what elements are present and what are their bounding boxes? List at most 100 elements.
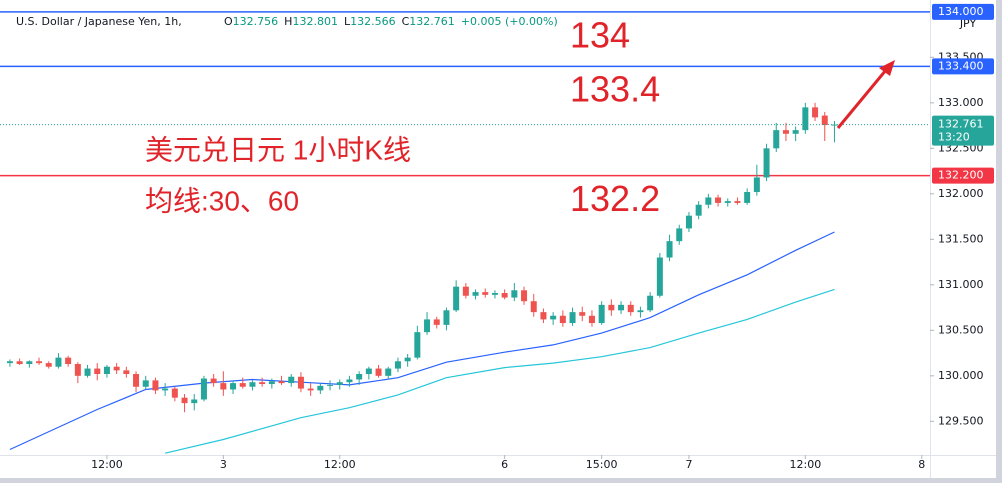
last-price-label: 132.761 — [938, 118, 984, 131]
candle-body — [462, 286, 469, 296]
ohlc-value: 132.761 — [409, 15, 455, 28]
candle-body — [142, 380, 149, 387]
countdown: 13:20 — [938, 131, 970, 144]
y-tick-label: 131.500 — [938, 232, 984, 245]
x-tick-label: 15:00 — [586, 458, 618, 471]
candle-body — [511, 290, 518, 298]
candle-body — [45, 363, 52, 367]
level-annotation: 133.4 — [570, 69, 660, 110]
candle-body — [365, 368, 372, 375]
candle-body — [482, 292, 489, 295]
annotation: 均线:30、60 — [145, 185, 299, 216]
candle-body — [200, 378, 207, 400]
ohlc-value: 132.566 — [350, 15, 396, 28]
candle-body — [414, 332, 421, 358]
candle-body — [317, 385, 324, 391]
candle-body — [773, 130, 780, 149]
x-tick-label: 12:00 — [91, 458, 123, 471]
candle-body — [656, 257, 663, 296]
level-annotation: 132.2 — [570, 178, 660, 219]
candle-body — [666, 241, 673, 258]
candle-body — [181, 397, 188, 404]
candle-body — [424, 319, 431, 333]
candle-body — [763, 148, 770, 178]
ohlc-legend: O 132.756 H 132.801 L 132.566 C 132.761 +0.005 (… — [224, 15, 558, 28]
candle-body — [210, 378, 217, 384]
level-badge-label: 134.000 — [938, 5, 984, 18]
candle-body — [598, 304, 605, 324]
candle-body — [724, 201, 731, 203]
candle-body — [472, 292, 479, 296]
ohlc-key: C — [402, 15, 410, 28]
last-price-badge — [932, 115, 994, 146]
candle-body — [491, 293, 498, 295]
candle-body — [550, 315, 557, 320]
candle-body — [782, 130, 789, 134]
candle-body — [297, 376, 304, 389]
candle-body — [404, 357, 411, 362]
ohlc-value: 132.756 — [233, 15, 279, 28]
level-annotation: 134 — [570, 15, 630, 56]
candle-body — [433, 319, 440, 325]
change: +0.005 (+0.00%) — [461, 15, 558, 28]
candle-body — [288, 376, 295, 384]
candle-body — [685, 215, 692, 229]
candle-body — [123, 370, 130, 375]
x-tick-label: 6 — [501, 458, 508, 471]
candle-body — [113, 366, 120, 371]
level-badge-label: 133.400 — [938, 59, 984, 72]
candle-body — [356, 374, 363, 380]
x-tick-label: 12:00 — [324, 458, 356, 471]
candle-body — [36, 361, 43, 364]
ohlc-key: O — [224, 15, 233, 28]
candle-body — [94, 368, 101, 375]
candle-body — [802, 107, 809, 131]
y-tick-label: 131.000 — [938, 278, 984, 291]
level-badge-label: 132.200 — [938, 169, 984, 182]
candle-body — [327, 384, 334, 386]
ohlc-key: L — [344, 15, 351, 28]
candle-body — [579, 312, 586, 316]
candle-body — [152, 380, 159, 391]
moving-average — [9, 231, 835, 451]
currency: JPY — [959, 17, 977, 30]
candle-body — [792, 130, 799, 134]
candle-body — [171, 388, 178, 398]
ohlc-key: H — [284, 15, 292, 28]
candle-body — [676, 228, 683, 242]
candle-body — [103, 366, 110, 375]
candle-body — [26, 361, 33, 364]
candle-body — [812, 107, 819, 118]
x-tick-label: 8 — [918, 458, 925, 471]
candle-body — [608, 304, 615, 311]
arrow-head — [879, 60, 895, 76]
annotation: 美元兑日元 1小时K线 — [145, 134, 411, 165]
candle-body — [336, 382, 343, 385]
candle-body — [191, 399, 198, 404]
candle-body — [133, 374, 140, 387]
candle-body — [627, 304, 634, 313]
candle-body — [375, 368, 382, 376]
candle-body — [734, 201, 741, 203]
candle-body — [162, 388, 169, 391]
candle-body — [695, 204, 702, 216]
candle-body — [753, 177, 760, 193]
candle-body — [540, 312, 547, 320]
candle-body — [647, 295, 654, 311]
ohlc-value: 132.801 — [292, 15, 338, 28]
candle-body — [268, 381, 275, 385]
candle-body — [530, 301, 537, 313]
x-tick-label: 12:00 — [790, 458, 822, 471]
candle-body — [588, 315, 595, 324]
candle-body — [744, 192, 751, 203]
y-tick-label: 133.000 — [938, 96, 984, 109]
candle-body — [618, 304, 625, 311]
candle-body — [559, 315, 566, 324]
y-tick-label: 130.500 — [938, 323, 984, 336]
candle-body — [394, 361, 401, 369]
level-badge — [932, 3, 994, 20]
candle-body — [453, 286, 460, 311]
candle-body — [569, 312, 576, 324]
